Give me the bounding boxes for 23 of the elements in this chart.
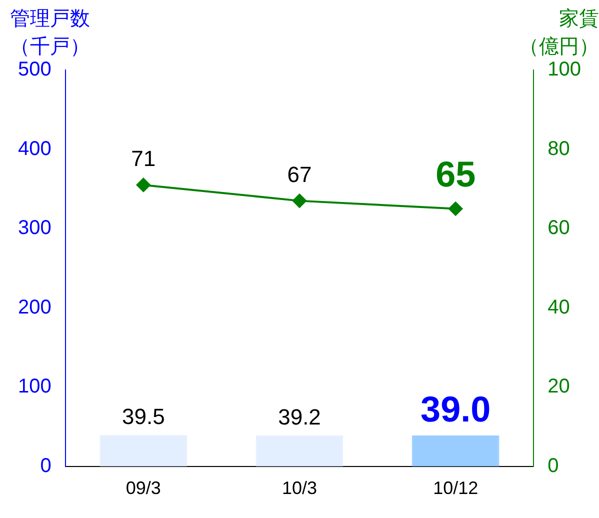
y2-axis-title: 家賃（億円） (518, 5, 599, 60)
y2-tick-label: 40 (548, 296, 570, 318)
y-tick-label: 200 (18, 296, 52, 318)
y-axis-title: 管理戸数（千戸） (9, 5, 91, 60)
data-label: 67 (287, 162, 312, 187)
y-tick-label: 0 (40, 454, 52, 477)
x-tick-label: 09/3 (126, 478, 161, 498)
y-tick-label: 100 (18, 376, 52, 398)
data-label: 39.2 (278, 404, 321, 430)
data-label: 39.0 (420, 388, 491, 430)
y-tick-label: 300 (18, 217, 52, 240)
data-label: 65 (436, 154, 476, 195)
y-tick-label: 400 (18, 138, 52, 160)
y2-tick-label: 100 (548, 58, 582, 81)
y2-tick-label: 0 (548, 454, 559, 477)
data-label: 39.5 (122, 404, 165, 430)
data-label: 71 (131, 146, 156, 172)
y-tick-label: 500 (18, 58, 52, 81)
y2-tick-label: 80 (548, 138, 570, 160)
y2-tick-label: 20 (548, 376, 570, 398)
y2-tick-label: 60 (548, 217, 570, 240)
x-tick-label: 10/3 (282, 478, 318, 498)
x-tick-label: 10/12 (433, 478, 478, 498)
